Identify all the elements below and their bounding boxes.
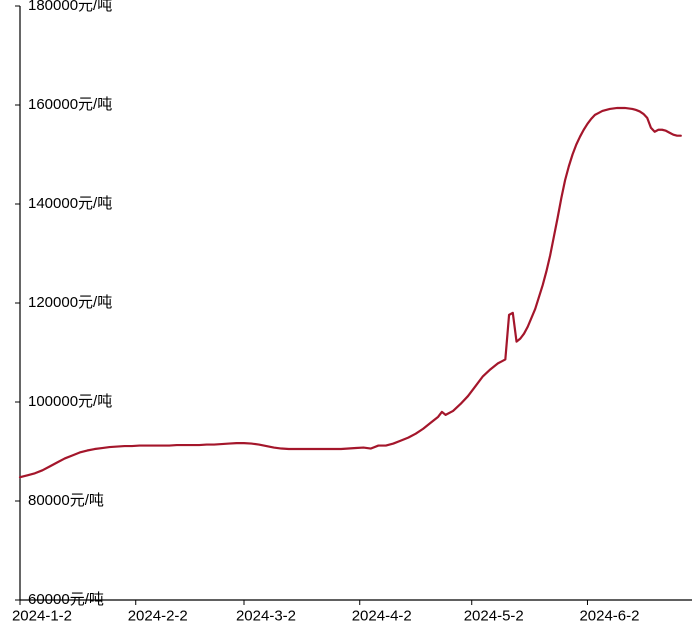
x-tick-label: 2024-1-2: [12, 607, 72, 624]
x-tick-label: 2024-2-2: [128, 607, 188, 624]
y-tick-label: 60000元/吨: [28, 591, 104, 608]
y-tick-label: 80000元/吨: [28, 492, 104, 509]
y-tick-label: 160000元/吨: [28, 96, 112, 113]
x-tick-label: 2024-3-2: [236, 607, 296, 624]
chart-canvas: 60000元/吨 80000元/吨 100000元/吨 120000元/吨 140000…: [0, 0, 700, 635]
x-tick-label: 2024-4-2: [352, 607, 412, 624]
y-tick-label: 100000元/吨: [28, 393, 112, 410]
y-tick-label: 140000元/吨: [28, 195, 112, 212]
x-tick-label: 2024-6-2: [579, 607, 639, 624]
y-tick-label: 180000元/吨: [28, 0, 112, 14]
x-tick-label: 2024-5-2: [464, 607, 524, 624]
y-tick-label: 120000元/吨: [28, 294, 112, 311]
price-line-chart: 60000元/吨 80000元/吨 100000元/吨 120000元/吨 140000…: [0, 0, 700, 635]
